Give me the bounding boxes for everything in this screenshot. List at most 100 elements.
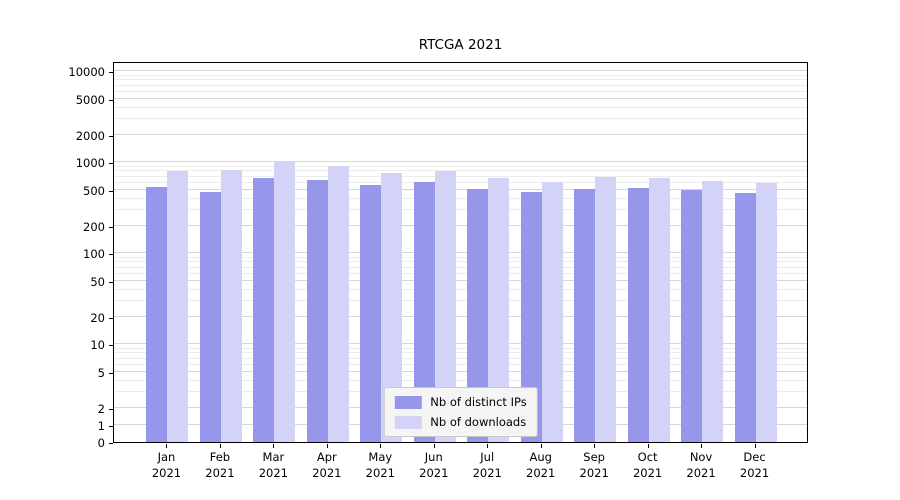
y-tick-mark — [109, 163, 113, 165]
bar-distinct-ips-jul — [467, 189, 489, 442]
x-tick-mark — [219, 444, 221, 448]
minor-gridline — [114, 175, 807, 177]
x-tick-label: Dec 2021 — [739, 450, 770, 480]
bar-distinct-ips-aug — [520, 192, 542, 442]
minor-gridline — [114, 256, 807, 258]
y-tick-label: 2000 — [75, 129, 105, 143]
bar-distinct-ips-may — [360, 185, 382, 442]
major-gridline — [114, 316, 807, 317]
y-tick-mark — [109, 443, 113, 444]
x-tick-label: Jun 2021 — [419, 450, 449, 480]
y-tick-label: 100 — [83, 247, 105, 262]
legend-label-downloads: Nb of downloads — [430, 415, 527, 429]
bar-downloads-oct — [648, 177, 670, 442]
y-tick-label: 10 — [90, 338, 105, 353]
x-tick-mark — [701, 444, 703, 448]
minor-gridline — [114, 352, 807, 354]
minor-gridline — [114, 299, 807, 301]
y-tick-mark — [109, 372, 113, 374]
minor-gridline — [114, 90, 807, 92]
y-tick-label: 500 — [83, 183, 105, 198]
bar-distinct-ips-jan — [146, 186, 168, 442]
legend: Nb of distinct IPs Nb of downloads — [383, 387, 538, 437]
bar-downloads-nov — [702, 180, 724, 442]
x-tick-mark — [754, 444, 756, 448]
x-tick-label: Apr 2021 — [312, 450, 342, 480]
minor-gridline — [114, 181, 807, 183]
bar-distinct-ips-jun — [413, 181, 435, 442]
y-tick-mark — [109, 318, 113, 319]
legend-swatch-downloads — [394, 415, 422, 429]
y-tick-label: 10000 — [68, 65, 105, 80]
minor-gridline — [114, 208, 807, 210]
x-tick-mark — [273, 444, 275, 448]
bar-downloads-may — [381, 173, 403, 442]
x-tick-label: Mar 2021 — [258, 450, 289, 480]
minor-gridline — [114, 165, 807, 167]
x-tick-label: Sep 2021 — [579, 450, 609, 480]
major-gridline — [114, 188, 807, 190]
minor-gridline — [114, 266, 807, 268]
bar-downloads-feb — [220, 169, 242, 442]
y-tick-mark — [109, 190, 113, 192]
y-tick-label: 5 — [97, 365, 105, 380]
x-tick-mark — [487, 444, 489, 448]
major-gridline — [114, 161, 807, 163]
legend-label-distinct-ips: Nb of distinct IPs — [430, 395, 527, 409]
y-tick-mark — [109, 136, 113, 137]
minor-gridline — [114, 357, 807, 359]
x-tick-mark — [540, 444, 542, 448]
bar-downloads-sep — [595, 176, 617, 442]
bar-downloads-mar — [274, 162, 296, 442]
major-gridline — [114, 252, 807, 254]
x-tick-mark — [433, 444, 435, 448]
legend-item-downloads: Nb of downloads — [394, 415, 526, 429]
minor-gridline — [114, 170, 807, 172]
x-tick-mark — [166, 444, 168, 448]
plot-area: Nb of distinct IPs Nb of downloads — [113, 62, 808, 443]
y-tick-label: 1000 — [75, 156, 105, 171]
x-tick-label: Oct 2021 — [632, 450, 663, 480]
bar-distinct-ips-mar — [253, 177, 275, 442]
major-gridline — [114, 97, 807, 99]
bar-distinct-ips-oct — [627, 188, 649, 442]
y-tick-label: 20 — [90, 311, 105, 325]
y-tick-label: 5000 — [75, 92, 105, 107]
minor-gridline — [114, 288, 807, 290]
y-tick-mark — [109, 426, 113, 427]
x-tick-label: Feb 2021 — [205, 450, 235, 480]
major-gridline — [114, 134, 807, 135]
bar-downloads-apr — [327, 165, 349, 442]
y-tick-label: 1 — [97, 419, 105, 433]
minor-gridline — [114, 79, 807, 81]
major-gridline — [114, 370, 807, 372]
y-tick-label: 200 — [83, 220, 105, 234]
bar-distinct-ips-feb — [199, 192, 221, 442]
y-tick-label: 0 — [97, 436, 105, 450]
bar-distinct-ips-nov — [681, 189, 703, 442]
chart-title: RTCGA 2021 — [418, 37, 503, 53]
major-gridline — [114, 70, 807, 72]
minor-gridline — [114, 261, 807, 263]
bar-downloads-dec — [755, 182, 777, 442]
y-tick-label: 2 — [97, 402, 105, 416]
x-tick-mark — [647, 444, 649, 448]
legend-item-distinct-ips: Nb of distinct IPs — [394, 395, 527, 409]
x-tick-label: May 2021 — [365, 450, 395, 480]
bar-downloads-jul — [488, 178, 510, 442]
minor-gridline — [114, 117, 807, 119]
bar-distinct-ips-sep — [574, 189, 596, 442]
legend-swatch-distinct-ips — [394, 395, 422, 409]
minor-gridline — [114, 379, 807, 381]
y-tick-mark — [109, 345, 113, 347]
y-tick-mark — [109, 409, 113, 410]
y-tick-mark — [109, 72, 113, 74]
x-tick-mark — [594, 444, 596, 448]
bar-downloads-jun — [434, 170, 456, 442]
bar-distinct-ips-apr — [306, 180, 328, 442]
y-tick-mark — [109, 99, 113, 101]
minor-gridline — [114, 106, 807, 108]
bar-downloads-aug — [541, 181, 563, 442]
x-tick-label: Nov 2021 — [686, 450, 716, 480]
